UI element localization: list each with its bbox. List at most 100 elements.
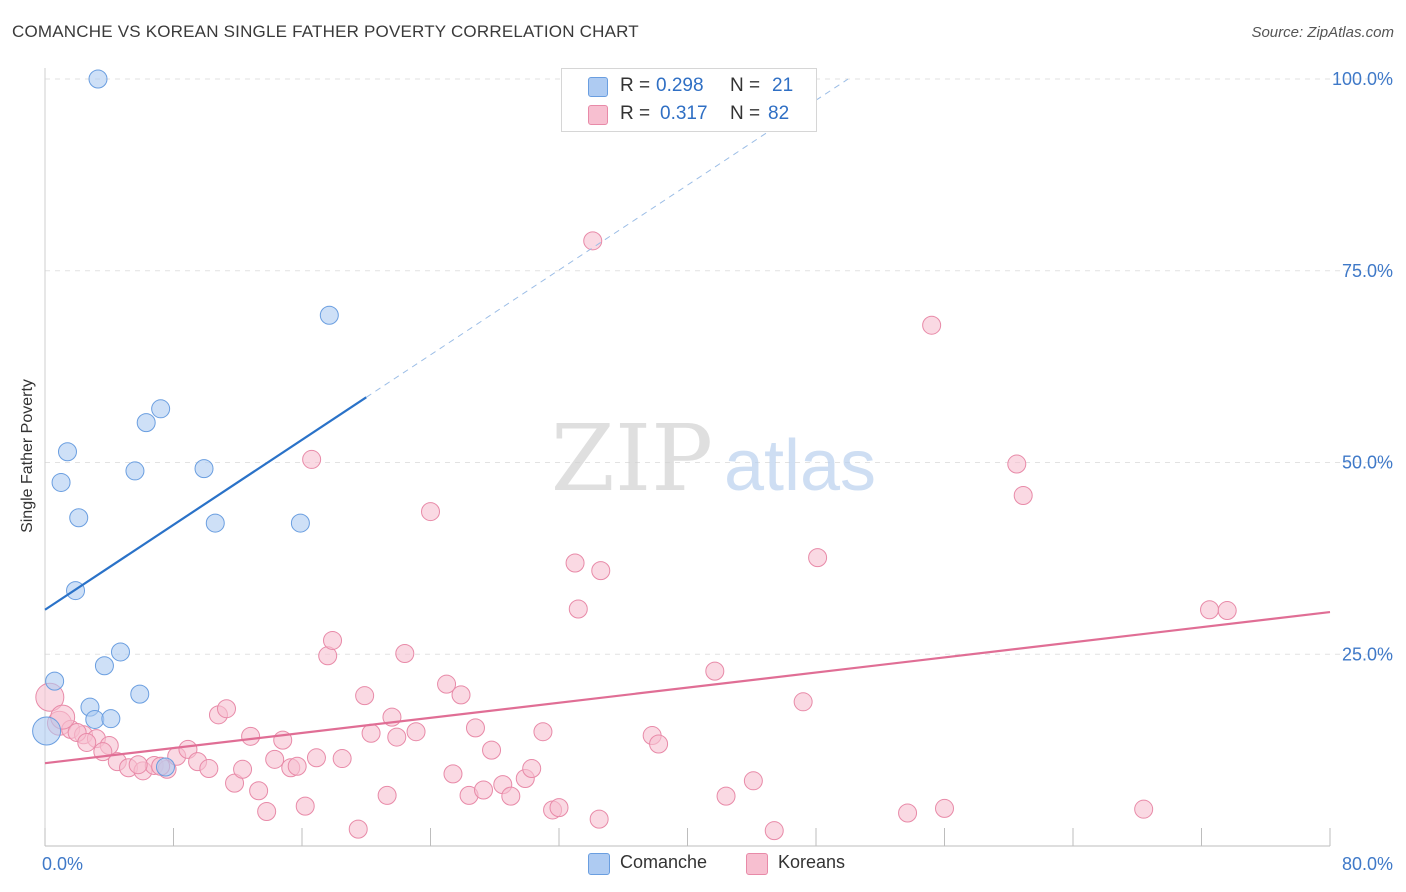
comanche-point <box>51 472 71 492</box>
koreans-point <box>533 722 553 742</box>
comanche-point <box>136 413 156 433</box>
koreans-point <box>465 718 485 738</box>
bottom-legend-swatch-koreans <box>746 853 768 875</box>
comanche-point <box>85 709 105 729</box>
comanche-point <box>101 709 121 729</box>
koreans-point <box>287 756 307 776</box>
watermark-zip: ZIP <box>551 405 713 512</box>
koreans-point <box>421 502 440 522</box>
koreans-point <box>743 771 763 791</box>
comanche-trend-extension <box>365 78 849 398</box>
correlation-legend: R = 0.298 N = 21 R = 0.317 N = 82 <box>561 68 817 132</box>
comanche-point <box>88 69 108 89</box>
koreans-point <box>1134 799 1154 819</box>
koreans-point <box>1200 600 1220 620</box>
comanche-point <box>319 305 339 325</box>
koreans-point <box>355 686 375 706</box>
koreans-point <box>501 786 521 806</box>
koreans-point <box>591 561 611 581</box>
koreans-point <box>241 726 261 746</box>
legend-r-label: R = <box>620 75 651 96</box>
source-label: Source: ZipAtlas.com <box>1251 24 1394 41</box>
koreans-point <box>395 643 415 663</box>
koreans-point <box>451 685 471 705</box>
koreans-point <box>589 809 609 829</box>
koreans-point <box>793 692 813 712</box>
comanche-point <box>32 716 62 746</box>
comanche-point <box>155 757 175 777</box>
koreans-point <box>217 699 237 719</box>
legend-n-label: N = <box>730 103 761 124</box>
bottom-legend-label-comanche: Comanche <box>620 852 708 872</box>
x-tick-label: 0.0% <box>42 854 83 874</box>
comanche-point <box>290 513 310 533</box>
koreans-point <box>332 749 352 769</box>
y-axis-label: Single Father Poverty <box>19 379 36 533</box>
koreans-point <box>898 803 918 823</box>
koreans-point <box>474 780 494 800</box>
koreans-point <box>764 821 784 841</box>
koreans-points <box>35 231 1237 841</box>
legend-r-value-koreans: 0.317 <box>660 103 708 124</box>
koreans-point <box>935 798 954 818</box>
koreans-point <box>1217 601 1237 621</box>
koreans-point <box>199 759 219 779</box>
koreans-point <box>583 231 603 251</box>
legend-swatch-koreans <box>588 105 608 125</box>
chart-title: COMANCHE VS KOREAN SINGLE FATHER POVERTY… <box>12 22 639 41</box>
comanche-point <box>125 461 145 481</box>
axes <box>44 68 1331 847</box>
koreans-point <box>649 734 669 754</box>
koreans-point <box>437 674 457 694</box>
legend-r-label: R = <box>620 103 651 124</box>
grid-lines <box>45 78 1395 655</box>
koreans-point <box>1007 454 1027 474</box>
koreans-point <box>716 786 736 806</box>
koreans-point <box>482 740 502 760</box>
koreans-point <box>443 764 463 784</box>
koreans-point <box>348 819 368 839</box>
koreans-point <box>565 553 585 573</box>
koreans-point <box>77 732 97 752</box>
bottom-legend-swatch-comanche <box>588 853 610 875</box>
koreans-point <box>249 781 269 801</box>
y-tick-label: 100.0% <box>1332 69 1393 89</box>
comanche-point <box>194 459 214 479</box>
koreans-point <box>257 801 277 821</box>
y-tick-label: 50.0% <box>1342 453 1393 473</box>
comanche-point <box>205 513 225 533</box>
legend-swatch-comanche <box>588 77 608 97</box>
comanche-point <box>57 442 77 462</box>
comanche-trend-line <box>44 396 367 611</box>
koreans-point <box>522 759 542 779</box>
koreans-point <box>361 723 381 743</box>
koreans-point <box>128 755 148 775</box>
koreans-point <box>295 796 315 816</box>
koreans-point <box>306 748 326 768</box>
y-tick-label: 25.0% <box>1342 644 1393 664</box>
koreans-point <box>387 727 407 747</box>
x-tick-label: 80.0% <box>1342 854 1393 874</box>
comanche-point <box>130 684 150 704</box>
koreans-point <box>406 722 426 742</box>
koreans-point <box>233 759 253 779</box>
koreans-point <box>705 661 725 681</box>
legend-n-label: N = <box>730 75 761 96</box>
tick-labels: 25.0% 50.0% 75.0% 100.0% 0.0% 80.0% <box>42 69 1393 874</box>
legend-n-value-comanche: 21 <box>772 75 794 96</box>
comanche-point <box>110 642 130 662</box>
legend-r-value-comanche: 0.298 <box>656 75 704 96</box>
koreans-point <box>808 548 828 568</box>
koreans-point <box>1013 485 1033 505</box>
y-tick-label: 75.0% <box>1342 261 1393 281</box>
comanche-point <box>69 508 89 528</box>
koreans-point <box>302 449 322 469</box>
trend-lines <box>44 78 1331 765</box>
koreans-point <box>323 630 343 650</box>
comanche-point <box>45 671 65 691</box>
comanche-point <box>151 399 171 419</box>
comanche-points <box>32 69 339 777</box>
koreans-point <box>549 798 569 818</box>
koreans-point <box>377 785 397 805</box>
